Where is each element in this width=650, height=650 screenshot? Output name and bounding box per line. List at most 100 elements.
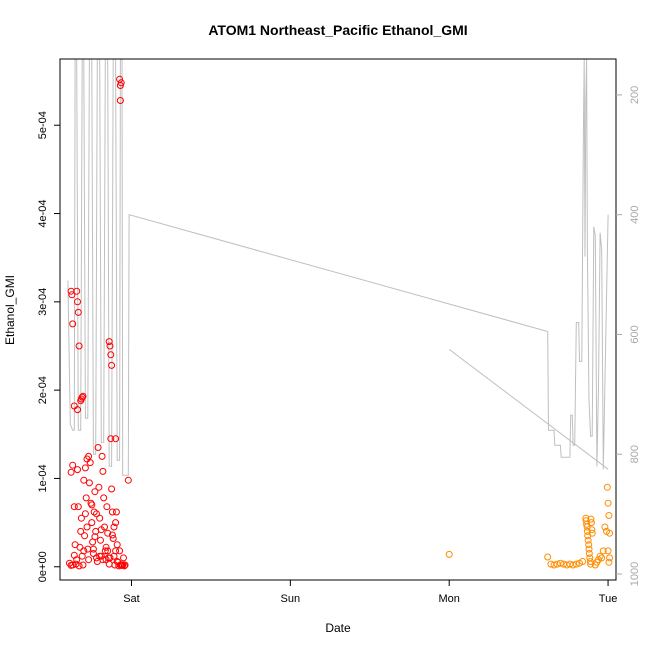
pressure-line-segment-0	[67, 59, 609, 476]
data-point-s1-36	[601, 523, 609, 531]
data-point-s0-79	[78, 393, 86, 401]
y-tick-label-0: 0e+00	[37, 551, 49, 582]
data-point-s0-72	[74, 298, 81, 306]
data-point-s0-107	[108, 531, 116, 539]
data-point-s0-38	[98, 452, 106, 460]
data-point-s0-95	[81, 464, 89, 472]
right-tick-label-4: 1000	[629, 562, 641, 586]
data-point-s0-36	[97, 536, 104, 544]
x-tick-label-0: Sat	[123, 593, 140, 605]
data-point-s0-34	[95, 483, 103, 491]
right-tick-label-0: 200	[629, 86, 641, 104]
data-point-s0-9	[75, 562, 83, 570]
data-point-s1-19	[584, 536, 592, 544]
data-point-s1-33	[596, 552, 604, 560]
data-point-s1-25	[587, 560, 595, 568]
data-point-s1-3	[550, 561, 558, 569]
data-point-s0-70	[68, 291, 76, 299]
y-tick-label-1: 1e-04	[37, 464, 49, 492]
data-points-layer	[66, 75, 614, 570]
data-point-s0-15	[80, 547, 88, 555]
data-point-s0-104	[99, 556, 107, 564]
data-point-s0-10	[76, 543, 84, 551]
x-tick-label-3: Tue	[599, 593, 618, 605]
y-tick-label-2: 2e-04	[37, 376, 49, 404]
data-point-s0-74	[75, 342, 83, 350]
data-point-s0-60	[116, 547, 124, 555]
data-point-s0-97	[85, 452, 93, 460]
data-point-s0-103	[97, 526, 105, 534]
data-point-s0-94	[80, 476, 88, 484]
data-point-s0-75	[74, 406, 81, 414]
data-point-s0-44	[103, 503, 111, 511]
data-point-s0-6	[73, 556, 81, 564]
data-point-s0-45	[104, 529, 112, 537]
data-point-s1-9	[569, 561, 577, 569]
data-point-s0-16	[81, 532, 89, 540]
data-point-s1-0	[445, 550, 453, 558]
data-point-s0-71	[69, 320, 77, 328]
data-point-s0-40	[100, 494, 108, 502]
data-point-s0-108	[110, 523, 118, 531]
x-axis-label: Date	[325, 621, 351, 635]
data-point-s0-67	[121, 561, 129, 569]
x-tick-label-2: Mon	[438, 593, 459, 605]
data-point-s0-85	[108, 361, 116, 369]
data-point-s0-83	[106, 342, 114, 350]
data-point-s1-39	[604, 499, 612, 507]
data-point-s1-28	[588, 526, 596, 534]
pressure-line-segment-1	[448, 349, 609, 470]
data-point-s1-43	[605, 558, 613, 566]
data-point-s0-52	[109, 535, 117, 542]
data-point-s1-38	[603, 483, 611, 491]
data-point-s1-42	[604, 547, 612, 555]
data-point-s1-35	[599, 547, 607, 555]
data-point-s0-7	[74, 466, 81, 474]
data-point-s0-22	[85, 479, 93, 487]
data-point-s0-55	[112, 519, 120, 527]
data-point-s0-101	[93, 510, 100, 518]
data-point-s1-1	[544, 553, 552, 561]
chart-title: ATOM1 Northeast_Pacific Ethanol_GMI	[208, 22, 467, 38]
data-point-s0-81	[73, 287, 81, 295]
data-point-s0-99	[89, 545, 97, 553]
data-point-s0-76	[70, 402, 78, 410]
data-point-s0-21	[85, 556, 93, 564]
data-point-s0-8	[74, 503, 82, 511]
data-point-s0-84	[107, 351, 115, 359]
data-point-s1-26	[587, 515, 595, 523]
data-point-s0-29	[91, 488, 99, 496]
data-point-s0-49	[107, 435, 115, 443]
data-point-s1-40	[605, 512, 613, 519]
plot-frame	[59, 58, 617, 581]
data-point-s0-80	[79, 392, 87, 400]
right-tick-label-3: 800	[629, 445, 641, 463]
axes-layer: Sat Sun Mon Tue 0e+00 1e-04 2e-04 3e-04 4e-04 5e-…	[37, 58, 641, 605]
data-point-s1-21	[585, 545, 593, 553]
data-point-s0-68	[124, 476, 132, 484]
data-point-s0-92	[69, 461, 77, 469]
data-point-s0-28	[90, 508, 98, 516]
data-point-s0-25	[88, 519, 96, 527]
data-point-s0-100	[91, 533, 99, 541]
right-tick-label-1: 400	[629, 206, 641, 224]
data-point-s1-22	[585, 550, 593, 557]
data-point-s0-47	[105, 560, 113, 568]
data-point-s0-109	[112, 547, 120, 555]
data-point-s0-2	[69, 561, 77, 569]
data-point-s0-89	[117, 79, 125, 87]
data-point-s0-56	[112, 508, 120, 516]
right-tick-label-2: 600	[629, 325, 641, 343]
data-point-s1-44	[606, 554, 614, 562]
data-point-s0-82	[105, 338, 113, 346]
data-point-s0-11	[77, 527, 85, 535]
data-point-s1-34	[598, 554, 606, 562]
data-point-s0-98	[88, 501, 96, 509]
y-tick-label-5: 5e-04	[37, 111, 49, 139]
data-point-s0-14	[79, 561, 87, 569]
data-point-s1-12	[579, 558, 587, 565]
data-point-s1-20	[585, 541, 593, 549]
pressure-line-layer	[67, 59, 609, 476]
data-point-s0-93	[70, 503, 78, 511]
